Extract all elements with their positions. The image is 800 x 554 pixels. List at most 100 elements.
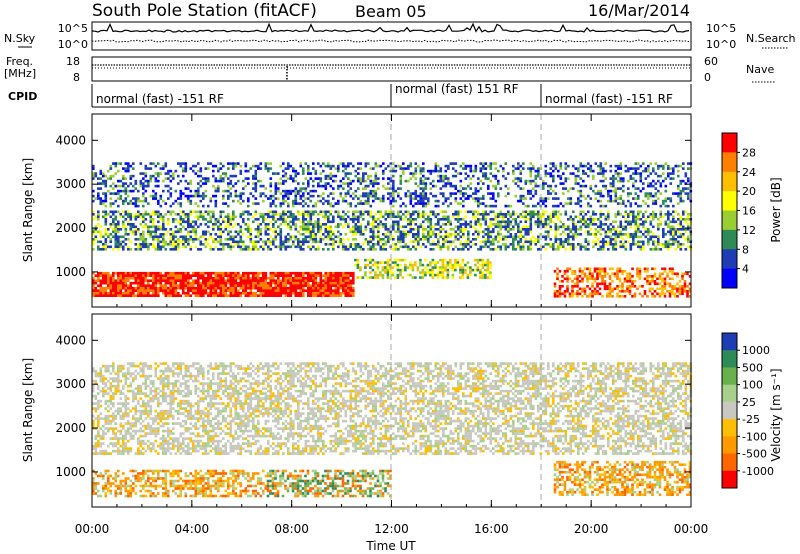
echo-cell [272,274,275,277]
echo-cell [302,223,305,226]
echo-cell [332,179,335,183]
echo-cell [162,164,165,168]
echo-cell [677,228,680,231]
echo-cell [219,243,223,246]
echo-cell [239,238,243,241]
echo-cell [484,218,488,221]
echo-cell [122,294,125,297]
echo-cell [527,179,530,183]
echo-cell [107,294,110,297]
echo-cell [549,167,553,170]
echo-cell [614,215,618,219]
echo-cell [636,270,639,273]
echo-cell [369,210,373,214]
echo-cell [282,240,285,244]
echo-cell [554,204,558,208]
echo-cell [552,179,555,183]
echo-cell [247,177,250,180]
echo-cell [371,258,375,262]
echo-cell [132,230,135,234]
echo-cell [419,202,423,205]
echo-cell [317,199,320,203]
echo-cell [329,192,333,195]
echo-cell [606,295,609,298]
echo-cell [437,199,440,203]
echo-cell [552,197,555,200]
echo-cell [422,189,425,193]
echo-cell [262,199,265,203]
echo-cell [439,167,443,170]
echo-cell [149,233,153,236]
echo-cell [544,248,548,251]
echo-cell [257,235,260,239]
echo-cell [557,245,560,249]
echo-cell [492,192,495,195]
echo-cell [267,294,270,297]
echo-cell [282,289,285,292]
echo-cell [134,279,138,282]
echo-cell [399,263,402,267]
echo-cell [457,233,460,236]
echo-cell [177,274,180,277]
echo-cell [212,271,215,275]
echo-cell [352,228,355,231]
echo-cell [504,194,508,198]
echo-cell [129,182,133,185]
echo-cell [179,228,183,231]
echo-cell [366,258,370,262]
echo-cell [337,240,340,244]
echo-cell [482,202,485,205]
echo-cell [342,238,345,241]
echo-cell [274,220,278,224]
echo-cell [137,274,140,277]
echo-cell [314,202,318,205]
echo-cell [484,273,487,277]
echo-cell [607,243,610,246]
echo-cell [454,174,458,178]
echo-cell [464,243,468,246]
echo-cell [572,245,575,249]
echo-cell [424,192,428,195]
echo-cell [124,213,128,216]
echo-cell [307,289,310,292]
echo-cell [502,235,505,239]
echo-cell [578,267,582,271]
echo-cell [177,228,180,231]
echo-cell [182,192,185,195]
echo-cell [157,238,160,241]
echo-cell [252,248,255,251]
echo-cell [399,240,403,244]
echo-cell [227,204,230,208]
echo-cell [399,210,403,214]
echo-cell [372,215,375,219]
echo-cell [519,220,523,224]
echo-cell [299,240,303,244]
echo-cell [102,289,105,292]
echo-cell [402,235,405,239]
echo-cell [474,192,478,195]
echo-cell [417,238,420,241]
echo-cell [202,243,205,246]
echo-cell [142,276,145,280]
echo-cell [642,225,645,229]
echo-cell [97,182,100,185]
echo-cell [329,284,333,287]
echo-cell [289,189,293,193]
echo-cell [379,223,383,226]
echo-cell [254,281,258,285]
echo-cell [402,238,405,241]
echo-cell [442,240,445,244]
echo-cell [394,261,397,264]
echo-cell [337,169,340,173]
echo-cell [524,233,528,236]
echo-cell [104,286,108,290]
echo-cell [441,266,445,269]
echo-cell [427,220,430,224]
echo-cell [292,220,295,224]
echo-cell [459,192,463,195]
echo-cell [569,245,573,249]
echo-cell [347,248,350,251]
echo-cell [404,233,408,236]
echo-cell [452,167,455,170]
echo-cell [459,230,463,234]
